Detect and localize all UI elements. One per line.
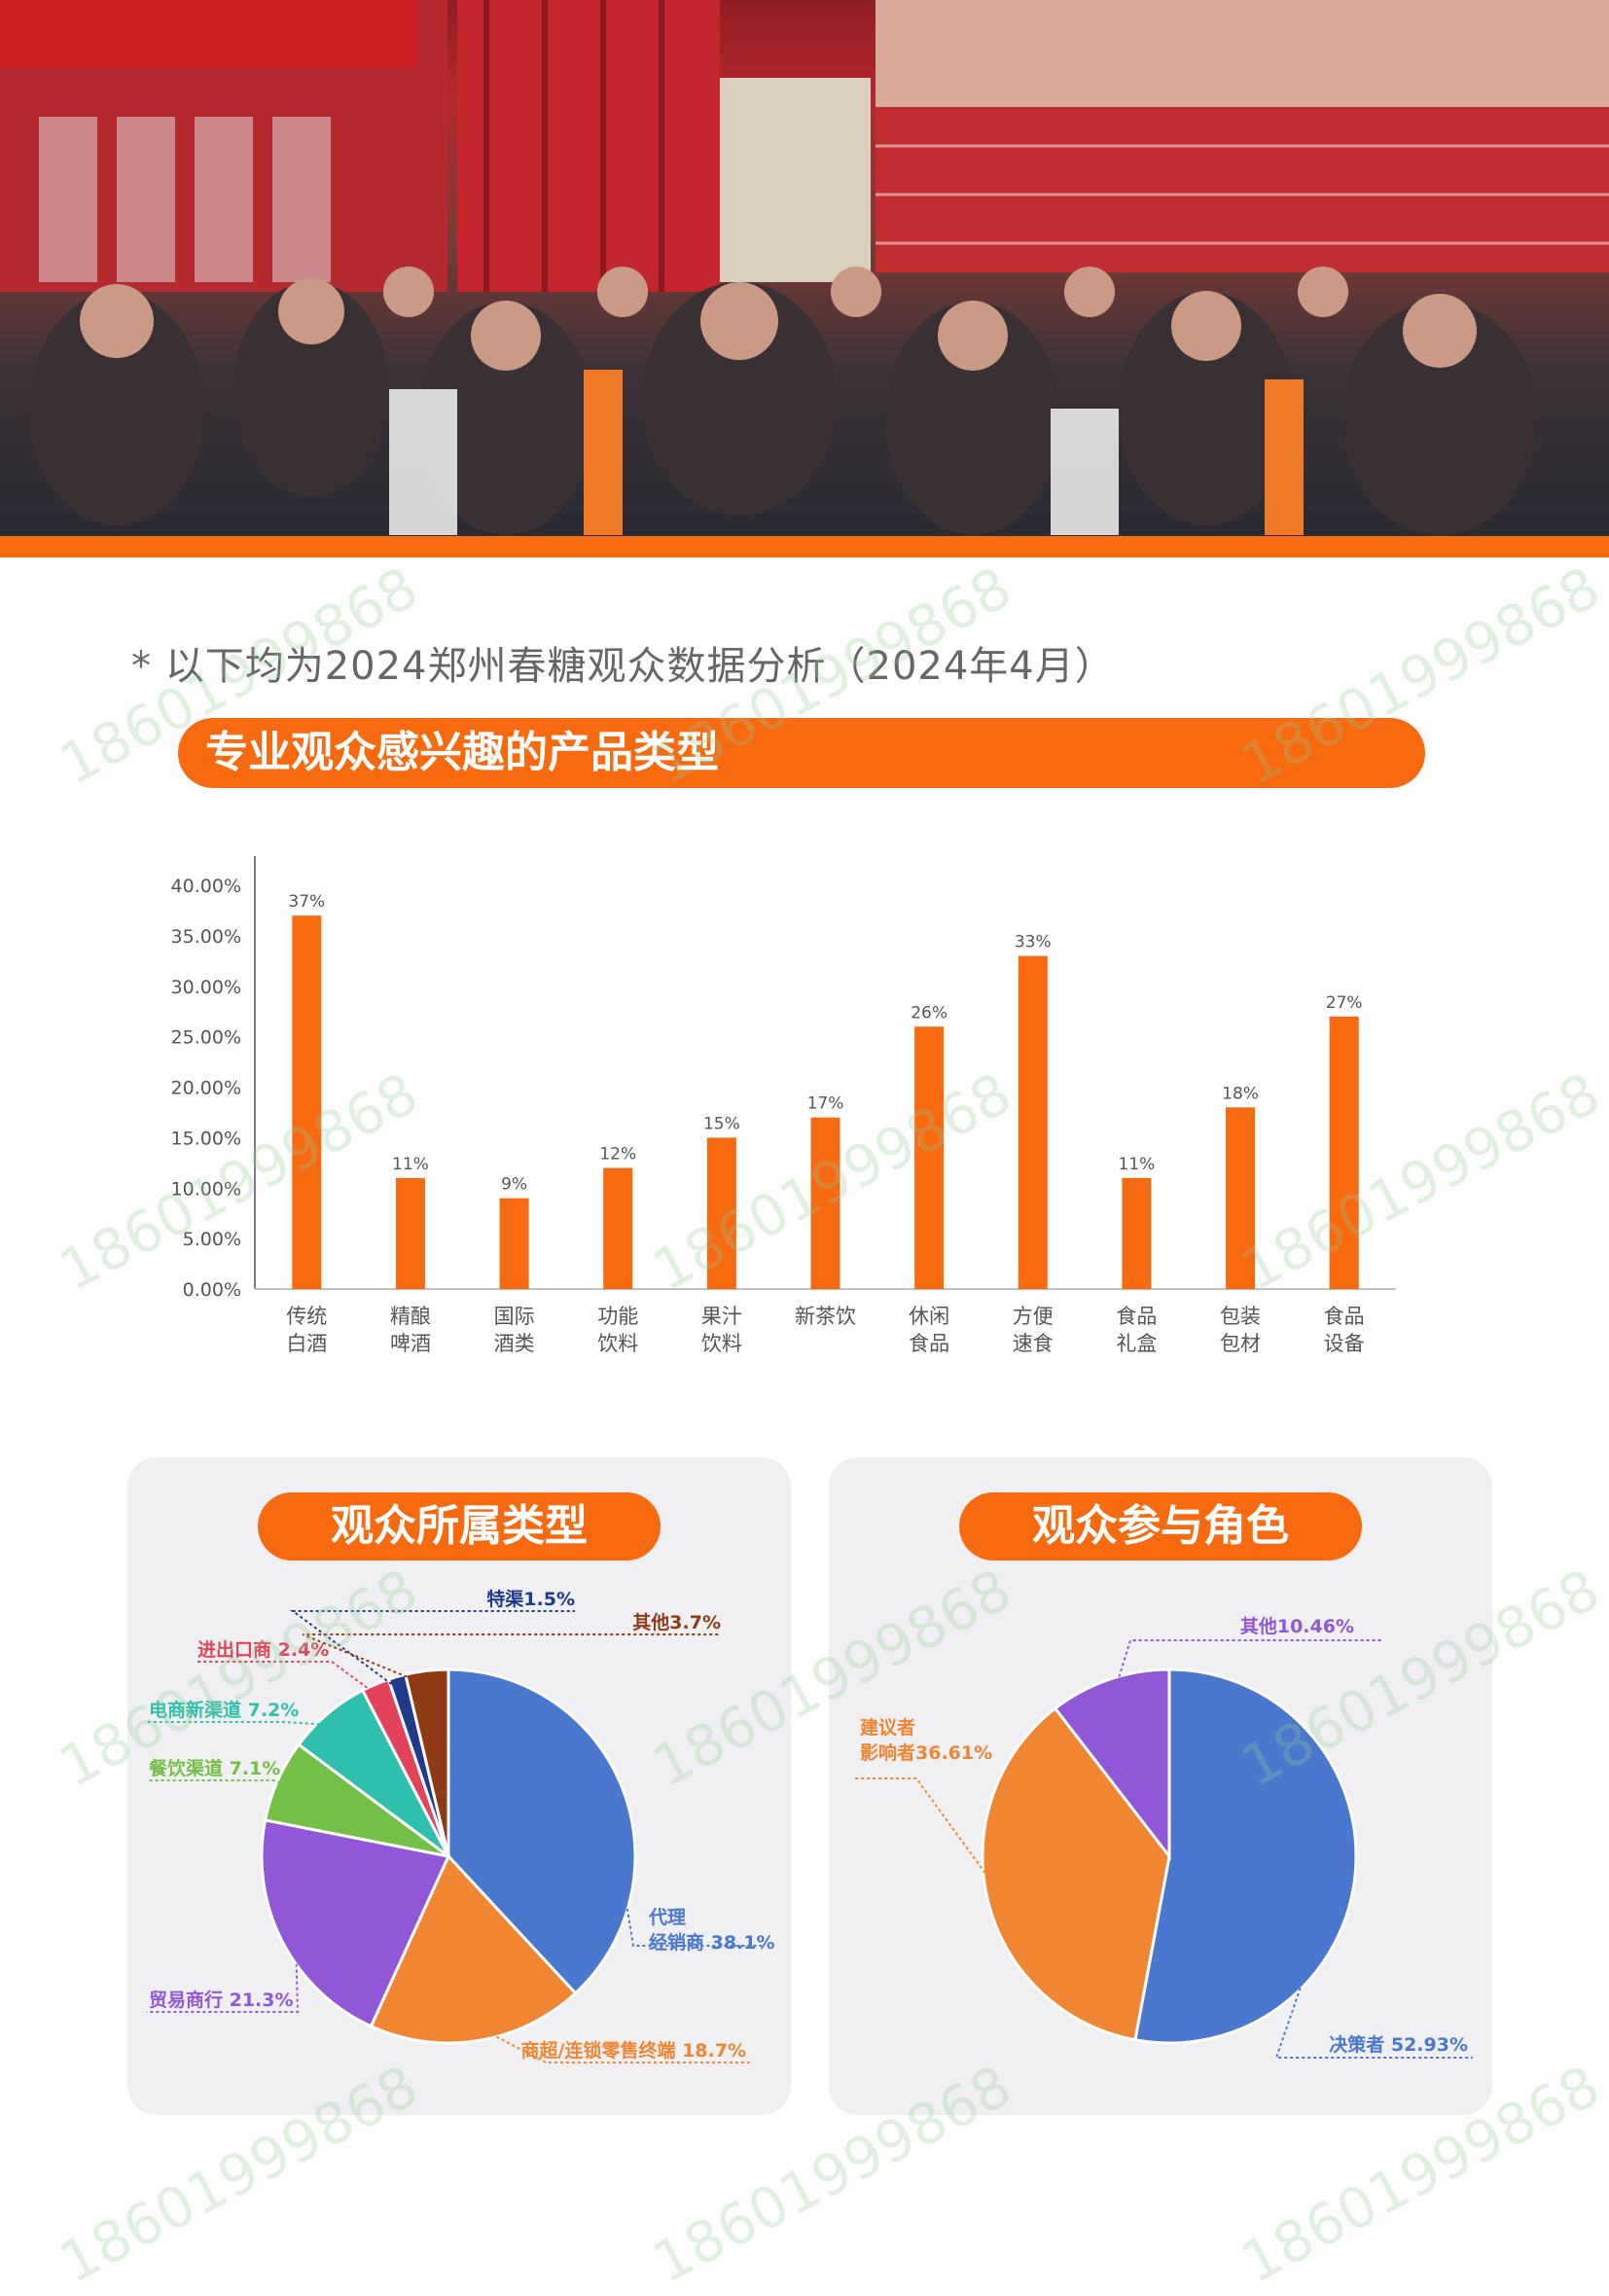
y-tick-label: 40.00% <box>171 876 241 897</box>
chart-banner-title: 专业观众感兴趣的产品类型 <box>178 718 1425 788</box>
x-tick-label: 食品 <box>1116 1305 1157 1328</box>
pie-label: 进出口商 2.4% <box>197 1638 329 1661</box>
pie-label: 餐饮渠道 7.1% <box>149 1757 280 1779</box>
bar-value-label: 26% <box>911 1003 948 1022</box>
x-tick-label: 酒类 <box>494 1332 535 1355</box>
pie-leader-line <box>147 1779 292 1788</box>
bar <box>810 1117 840 1289</box>
y-tick-label: 15.00% <box>171 1128 241 1149</box>
bar-value-label: 15% <box>703 1114 740 1133</box>
pie-leader-line <box>147 1721 338 1727</box>
hero-divider <box>0 536 1609 557</box>
x-tick-label: 包装 <box>1220 1305 1261 1328</box>
pie1-title: 观众所属类型 <box>258 1492 661 1561</box>
bar <box>1226 1107 1256 1289</box>
pie-label: 建议者 <box>860 1716 915 1739</box>
pie-leader-line <box>1113 1639 1381 1695</box>
pie-label: 特渠1.5% <box>486 1588 575 1610</box>
y-tick-label: 0.00% <box>183 1279 241 1301</box>
x-tick-label: 功能 <box>597 1305 638 1328</box>
pie-label: 商超/连锁零售终端 18.7% <box>521 2039 746 2062</box>
bar <box>292 915 322 1289</box>
x-tick-label: 果汁 <box>701 1305 742 1328</box>
pie-leader-line <box>853 1777 1004 1897</box>
x-tick-label: 饮料 <box>701 1332 742 1355</box>
bar <box>706 1137 736 1289</box>
bars: 37% 11% 9% 12% 15% 17% 26% 33% 11% 18% 27% <box>288 892 1363 1289</box>
x-tick-label: 包材 <box>1220 1332 1261 1355</box>
y-tick-label: 25.00% <box>171 1027 241 1049</box>
y-tick-label: 20.00% <box>171 1078 241 1099</box>
bar <box>914 1026 945 1289</box>
pie-label: 代理 <box>648 1907 686 1928</box>
y-tick-label: 35.00% <box>171 926 241 948</box>
pie-leader-line <box>607 1793 762 1947</box>
bar-value-label: 12% <box>599 1145 636 1165</box>
pie-leader-line <box>196 1661 382 1700</box>
x-tick-label: 精酿 <box>390 1305 431 1328</box>
pie-label: 决策者 52.93% <box>1329 2033 1468 2056</box>
x-tick-label: 设备 <box>1324 1332 1365 1355</box>
pie-slice <box>260 1818 451 2028</box>
pie-leader-line <box>302 1633 721 1687</box>
pie-label: 经销商 38.1% <box>649 1931 775 1954</box>
y-tick-label: 10.00% <box>171 1178 241 1200</box>
hero-photo <box>0 0 1609 536</box>
pie-label: 电商新渠道 7.2% <box>149 1699 299 1721</box>
x-tick-label: 国际 <box>494 1305 535 1328</box>
y-axis: 0.00% 5.00% 10.00% 15.00% 20.00% 25.00% 30.00%… <box>171 856 1396 1301</box>
bar-value-label: 9% <box>501 1175 527 1195</box>
bar-value-label: 17% <box>807 1094 844 1114</box>
y-tick-label: 5.00% <box>183 1229 241 1250</box>
x-tick-label: 白酒 <box>286 1332 327 1355</box>
bar-value-label: 33% <box>1015 933 1052 952</box>
bar-value-label: 18% <box>1222 1084 1259 1103</box>
bar <box>499 1198 529 1289</box>
x-tick-label: 食品 <box>909 1332 949 1355</box>
pie-slice <box>1053 1668 1171 1861</box>
pie-label: 影响者36.61% <box>860 1741 992 1764</box>
pie-slice <box>403 1668 450 1857</box>
pie2-title: 观众参与角色 <box>959 1492 1362 1561</box>
pie-leader-line <box>1274 1871 1473 2059</box>
x-tick-label: 传统 <box>286 1305 327 1328</box>
x-tick-label: 饮料 <box>597 1332 638 1355</box>
pie-label: 贸易商行 21.3% <box>149 1989 294 2011</box>
bar-value-label: 11% <box>1119 1155 1156 1174</box>
pie-label: 其他10.46% <box>1240 1615 1354 1637</box>
pie-slice <box>981 1705 1171 2042</box>
bar <box>1329 1016 1359 1289</box>
page-note: * 以下均为2024郑州春糖观众数据分析（2024年4月） <box>131 644 1115 689</box>
x-tick-label: 食品 <box>1324 1305 1365 1328</box>
x-tick-label: 休闲 <box>909 1305 949 1328</box>
pie-leader-line <box>289 1610 575 1693</box>
x-tick-label: 啤酒 <box>390 1332 431 1355</box>
x-tick-label: 速食 <box>1013 1332 1054 1355</box>
bar <box>1122 1177 1152 1289</box>
bar-value-label: 37% <box>288 892 325 912</box>
pie-label: 其他3.7% <box>632 1611 721 1633</box>
bar-chart: 0.00% 5.00% 10.00% 15.00% 20.00% 25.00% 30.00%… <box>171 856 1396 1355</box>
bar <box>603 1167 633 1289</box>
x-tick-label: 新茶饮 <box>795 1305 856 1328</box>
pie-slice <box>369 1853 578 2045</box>
hero-illustration <box>0 0 1609 535</box>
x-tick-label: 方便 <box>1013 1305 1054 1328</box>
x-tick-label: 礼盒 <box>1116 1332 1157 1355</box>
pie-leader-line <box>147 1934 300 2013</box>
pie-slice <box>447 1668 637 1995</box>
bar <box>1018 955 1048 1289</box>
bar <box>395 1177 425 1289</box>
pie-slice <box>1133 1668 1358 2045</box>
bar-value-label: 11% <box>392 1155 429 1174</box>
y-tick-label: 30.00% <box>171 977 241 998</box>
bar-value-label: 27% <box>1326 993 1363 1013</box>
